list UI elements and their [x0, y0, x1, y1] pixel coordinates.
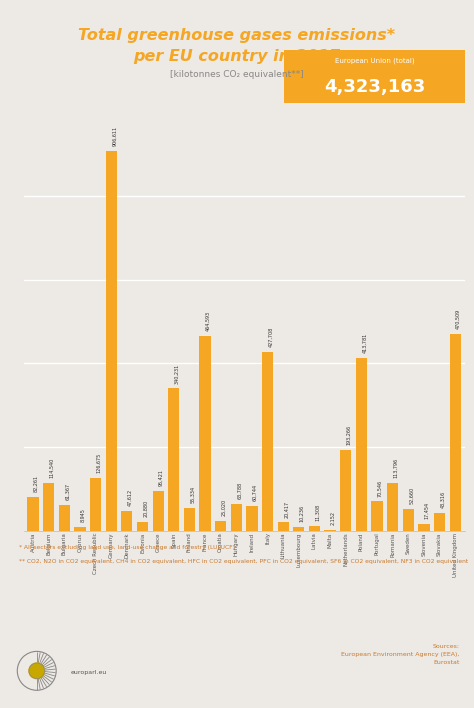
Bar: [402, 509, 414, 531]
Bar: [184, 508, 195, 531]
Bar: [168, 389, 179, 531]
Bar: [371, 501, 383, 531]
Text: European Union (total): European Union (total): [335, 58, 414, 64]
Bar: [27, 496, 39, 531]
Bar: [449, 334, 461, 531]
Text: 20,417: 20,417: [284, 501, 289, 518]
Text: 55,334: 55,334: [190, 486, 195, 503]
Text: 126,675: 126,675: [96, 452, 101, 473]
Text: [kilotonnes CO₂ equivalent**]: [kilotonnes CO₂ equivalent**]: [170, 70, 304, 79]
Text: 63,788: 63,788: [237, 482, 242, 499]
Text: 11,308: 11,308: [315, 504, 320, 521]
Text: 70,546: 70,546: [378, 479, 383, 496]
Text: Total greenhouse gases emissions*: Total greenhouse gases emissions*: [78, 28, 396, 43]
Circle shape: [29, 663, 45, 678]
Text: 4,323,163: 4,323,163: [324, 78, 425, 96]
Text: ** CO2, N2O in CO2 equivalent, CH4 in CO2 equivalent, HFC in CO2 equivalent, PFC: ** CO2, N2O in CO2 equivalent, CH4 in CO…: [19, 559, 468, 564]
Text: * All sectors excluding land use, land-use change and forestry (LULUCF): * All sectors excluding land use, land-u…: [19, 545, 235, 550]
Text: 10,236: 10,236: [300, 505, 305, 522]
Text: 2,152: 2,152: [331, 511, 336, 525]
Text: 82,261: 82,261: [34, 474, 39, 491]
Text: 20,880: 20,880: [143, 500, 148, 518]
Text: 413,781: 413,781: [362, 333, 367, 353]
Bar: [43, 483, 55, 531]
Text: 464,593: 464,593: [206, 312, 211, 331]
Text: 427,708: 427,708: [268, 326, 273, 347]
Bar: [200, 336, 210, 531]
Text: 906,611: 906,611: [112, 126, 117, 146]
Bar: [262, 352, 273, 531]
Bar: [137, 523, 148, 531]
Bar: [356, 358, 367, 531]
Bar: [74, 527, 86, 531]
Bar: [418, 524, 429, 531]
Text: 61,367: 61,367: [65, 484, 70, 501]
Bar: [325, 530, 336, 531]
Bar: [90, 478, 101, 531]
Bar: [309, 526, 320, 531]
Text: 8,945: 8,945: [81, 508, 86, 523]
Bar: [340, 450, 351, 531]
Text: 470,509: 470,509: [456, 309, 461, 329]
Text: 47,612: 47,612: [128, 489, 133, 506]
Text: 60,744: 60,744: [253, 484, 258, 501]
Bar: [387, 484, 398, 531]
Bar: [106, 151, 117, 531]
Bar: [246, 506, 257, 531]
Text: 340,231: 340,231: [174, 363, 180, 384]
Text: 43,316: 43,316: [440, 491, 445, 508]
Bar: [121, 511, 133, 531]
Text: 113,796: 113,796: [393, 458, 398, 479]
Bar: [434, 513, 445, 531]
Text: per EU country in 2017: per EU country in 2017: [134, 49, 340, 64]
Bar: [293, 527, 304, 531]
Text: 52,660: 52,660: [409, 487, 414, 504]
Text: 95,421: 95,421: [159, 469, 164, 486]
Text: 17,454: 17,454: [425, 502, 429, 519]
Text: europarl.eu: europarl.eu: [71, 670, 108, 675]
Bar: [59, 506, 70, 531]
Bar: [215, 520, 226, 531]
Text: Sources:
European Environment Agency (EEA),
Eurostat: Sources: European Environment Agency (EE…: [341, 644, 460, 665]
Bar: [278, 523, 289, 531]
Bar: [153, 491, 164, 531]
Text: 114,540: 114,540: [49, 458, 55, 478]
Text: 193,266: 193,266: [346, 425, 352, 445]
Bar: [231, 504, 242, 531]
Text: 25,020: 25,020: [221, 498, 227, 515]
